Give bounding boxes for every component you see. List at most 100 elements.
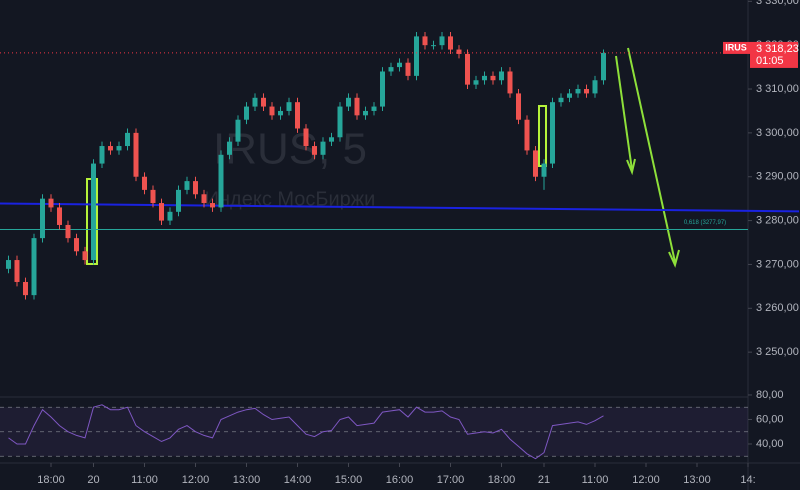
badge-countdown: 01:05	[756, 55, 784, 67]
candle-body	[456, 49, 462, 54]
x-tick-label: 12:00	[182, 474, 210, 486]
candle-body	[371, 106, 377, 111]
candle-body	[167, 211, 173, 221]
rsi-line	[8, 404, 604, 460]
candle-body	[533, 150, 538, 177]
candle-body	[346, 97, 351, 107]
band	[0, 407, 748, 457]
candle-body	[524, 119, 530, 151]
x-tick-label: 17:00	[437, 474, 465, 486]
candle-body	[99, 146, 105, 164]
watermark-subtitle: Индекс МосБиржи	[205, 188, 376, 210]
badge-price: 3 318,23	[756, 43, 799, 55]
candle-body	[159, 203, 164, 221]
x-tick-label: 11:00	[582, 474, 609, 486]
candle-body	[414, 36, 419, 76]
y-tick-label: 80,00	[756, 389, 784, 401]
y-tick-label: 3 270,00	[756, 258, 799, 270]
candle-body	[227, 141, 232, 155]
candle-body	[516, 93, 521, 120]
candle-body	[48, 198, 54, 208]
x-tick-label: 15:00	[335, 474, 363, 486]
y-tick-label: 3 280,00	[756, 214, 799, 226]
y-tick-label: 3 250,00	[756, 346, 799, 358]
x-tick-label: 12:00	[632, 474, 660, 486]
level-label: 0,618 (3277,97)	[684, 220, 726, 226]
candle-body	[575, 89, 581, 94]
candle-body	[74, 238, 79, 252]
x-tick-label: 14:	[740, 474, 755, 486]
badge-symbol: IRUS	[725, 42, 747, 52]
x-tick-label: 16:00	[386, 474, 414, 486]
candle-body	[65, 224, 71, 239]
candle-body	[592, 80, 598, 94]
candle-body	[363, 110, 368, 116]
x-tick-label: 18:00	[37, 474, 65, 486]
price-badge	[750, 41, 798, 68]
candle-body	[40, 198, 45, 239]
candle-body	[482, 75, 487, 81]
candle-body	[558, 97, 564, 103]
candle-body	[397, 62, 402, 68]
candle-body	[184, 181, 190, 190]
candle-body	[235, 119, 241, 142]
candle-body	[507, 71, 513, 94]
y-tick-label: 3 300,00	[756, 127, 799, 139]
candle-body	[541, 163, 547, 177]
candle-body	[116, 146, 122, 151]
x-tick-label: 18:00	[488, 474, 516, 486]
candle-body	[312, 146, 317, 155]
y-tick-label: 3 330,00	[756, 0, 799, 7]
candle-body	[499, 71, 504, 81]
candle-body	[14, 260, 20, 282]
candle-body	[278, 110, 283, 116]
candle-body	[601, 52, 606, 81]
candle-body	[91, 163, 96, 261]
x-tick-label: 21	[538, 474, 550, 486]
candle-body	[584, 89, 589, 94]
candle-body	[286, 102, 292, 111]
x-tick-label: 13:00	[233, 474, 261, 486]
candle-body	[405, 62, 411, 76]
y-tick-label: 3 310,00	[756, 83, 799, 95]
x-tick-label: 20	[87, 474, 99, 486]
y-tick-label: 3 260,00	[756, 302, 799, 314]
candle-body	[439, 36, 445, 46]
candle-body	[422, 36, 428, 46]
trend-line	[0, 202, 800, 213]
candle-body	[244, 106, 249, 120]
candle-body	[252, 97, 258, 107]
candle-body	[329, 137, 334, 142]
candle-body	[210, 203, 215, 208]
candle-body	[337, 106, 343, 138]
candle-body	[269, 106, 275, 116]
candle-body	[550, 102, 555, 164]
candle-body	[431, 45, 436, 47]
candle-body	[380, 71, 385, 107]
candle-body	[567, 93, 572, 98]
candle-body	[108, 146, 113, 151]
y-tick-label: 60,00	[756, 413, 784, 425]
candle-body	[142, 176, 147, 190]
candle-body	[448, 36, 453, 50]
candle-body	[388, 67, 394, 72]
candle-body	[465, 53, 470, 85]
candle-body	[473, 80, 479, 85]
candle-body	[490, 75, 496, 81]
y-tick-label: 40,00	[756, 438, 784, 450]
y-tick-label: 3 290,00	[756, 171, 799, 183]
x-tick-label: 14:00	[284, 474, 312, 486]
candle-body	[150, 189, 156, 204]
candle-body	[320, 141, 326, 155]
candle-body	[82, 251, 88, 261]
candle-body	[23, 281, 28, 296]
candle-body	[125, 132, 130, 147]
candle-body	[176, 189, 181, 212]
x-tick-label: 13:00	[683, 474, 711, 486]
candle-body	[193, 181, 198, 195]
candle-body	[201, 194, 207, 204]
arrows	[615, 47, 680, 268]
